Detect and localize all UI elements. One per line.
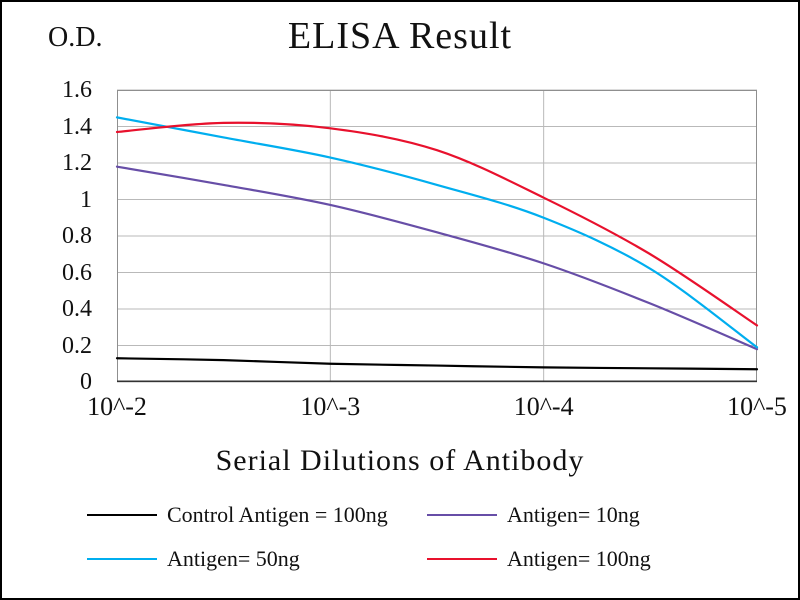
- legend-item: Antigen= 50ng: [87, 548, 417, 570]
- y-tick-label: 0.6: [62, 259, 92, 286]
- legend-item: Antigen= 10ng: [427, 504, 767, 526]
- x-tick-label: 10^-3: [300, 392, 361, 421]
- y-tick-label: 1.6: [62, 77, 92, 103]
- y-axis-ticks: 1.6 1.4 1.2 1 0.8 0.6 0.4 0.2 0: [2, 78, 108, 394]
- x-axis-title: Serial Dilutions of Antibody: [215, 444, 585, 477]
- series-line: [115, 165, 759, 351]
- legend-item: Control Antigen = 100ng: [87, 504, 417, 526]
- y-tick-label: 1.4: [62, 113, 92, 140]
- legend: Control Antigen = 100ng Antigen= 10ng Anti…: [87, 504, 767, 570]
- x-tick-label: 10^-2: [87, 392, 147, 421]
- legend-item: Antigen= 100ng: [427, 548, 767, 570]
- y-tick-label: 1: [80, 186, 92, 213]
- legend-label: Antigen= 50ng: [167, 546, 300, 571]
- series-line: [115, 116, 759, 349]
- legend-line-swatch: [427, 558, 497, 560]
- series-line: [115, 357, 759, 371]
- y-tick-label: 0.8: [62, 223, 92, 249]
- y-axis-title: O.D.: [48, 22, 103, 53]
- legend-line-swatch: [427, 514, 497, 516]
- legend-line-swatch: [87, 514, 157, 516]
- y-tick-label: 0.4: [62, 296, 92, 322]
- chart-canvas: [115, 89, 759, 383]
- x-axis-ticks: 10^-2 10^-3 10^-4 10^-5: [87, 392, 787, 428]
- legend-line-swatch: [87, 558, 157, 560]
- series-line: [115, 121, 759, 327]
- x-tick-label: 10^-5: [727, 392, 787, 421]
- plot-area: [115, 89, 759, 383]
- y-tick-label: 0: [80, 369, 92, 395]
- chart-title: ELISA Result: [287, 15, 513, 57]
- legend-label: Control Antigen = 100ng: [167, 502, 388, 527]
- legend-label: Antigen= 100ng: [507, 546, 651, 571]
- legend-label: Antigen= 10ng: [507, 502, 640, 527]
- y-tick-label: 1.2: [62, 150, 92, 176]
- x-tick-label: 10^-4: [513, 392, 574, 421]
- y-tick-label: 0.2: [62, 332, 92, 359]
